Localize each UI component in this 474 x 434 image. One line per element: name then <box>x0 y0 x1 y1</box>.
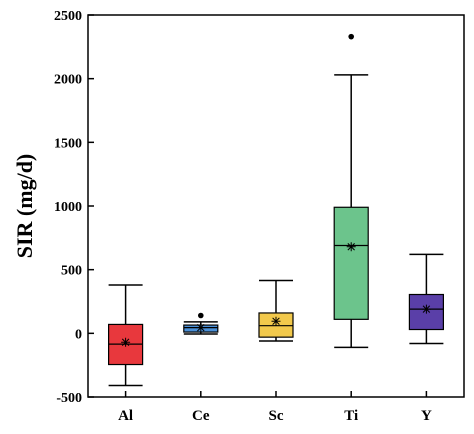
y-tick-label: 0 <box>75 327 82 342</box>
y-tick-label: 500 <box>61 264 82 279</box>
box-y <box>408 253 444 345</box>
mean-stroke <box>272 317 280 325</box>
box-al <box>107 284 144 387</box>
mean-stroke <box>121 338 130 346</box>
mean-marker <box>421 304 431 314</box>
x-tick-label: Sc <box>269 408 284 424</box>
outlier-point <box>198 312 204 319</box>
y-axis-title: SIR (mg/d) <box>12 154 37 259</box>
mean-marker <box>271 316 281 326</box>
x-tick-label: Al <box>118 408 133 424</box>
box-body <box>408 293 444 331</box>
y-tick-label: 1500 <box>54 136 82 151</box>
y-axis: -500 0 500 1000 1500 2000 2500 <box>54 9 94 406</box>
x-tick-label: Ti <box>344 408 358 424</box>
mean-stroke <box>422 305 431 313</box>
mean-marker <box>196 323 206 333</box>
box-ce <box>183 312 219 335</box>
y-tick-label: 1000 <box>54 200 82 215</box>
x-tick-label: Y <box>421 408 432 424</box>
mean-marker <box>346 242 356 252</box>
x-axis: Al Ce Sc Ti Y <box>118 391 432 424</box>
y-tick-label: 2500 <box>54 9 82 24</box>
y-tick-label: 2000 <box>54 73 82 88</box>
outlier-point <box>348 33 355 40</box>
box-ti <box>333 33 369 349</box>
mean-marker <box>121 337 131 347</box>
mean-stroke <box>347 243 355 251</box>
boxes-layer <box>107 33 444 387</box>
box-body <box>333 206 369 320</box>
box-sc <box>258 279 294 342</box>
x-tick-label: Ce <box>192 408 210 424</box>
mean-stroke <box>197 323 205 332</box>
y-tick-label: -500 <box>56 391 82 406</box>
